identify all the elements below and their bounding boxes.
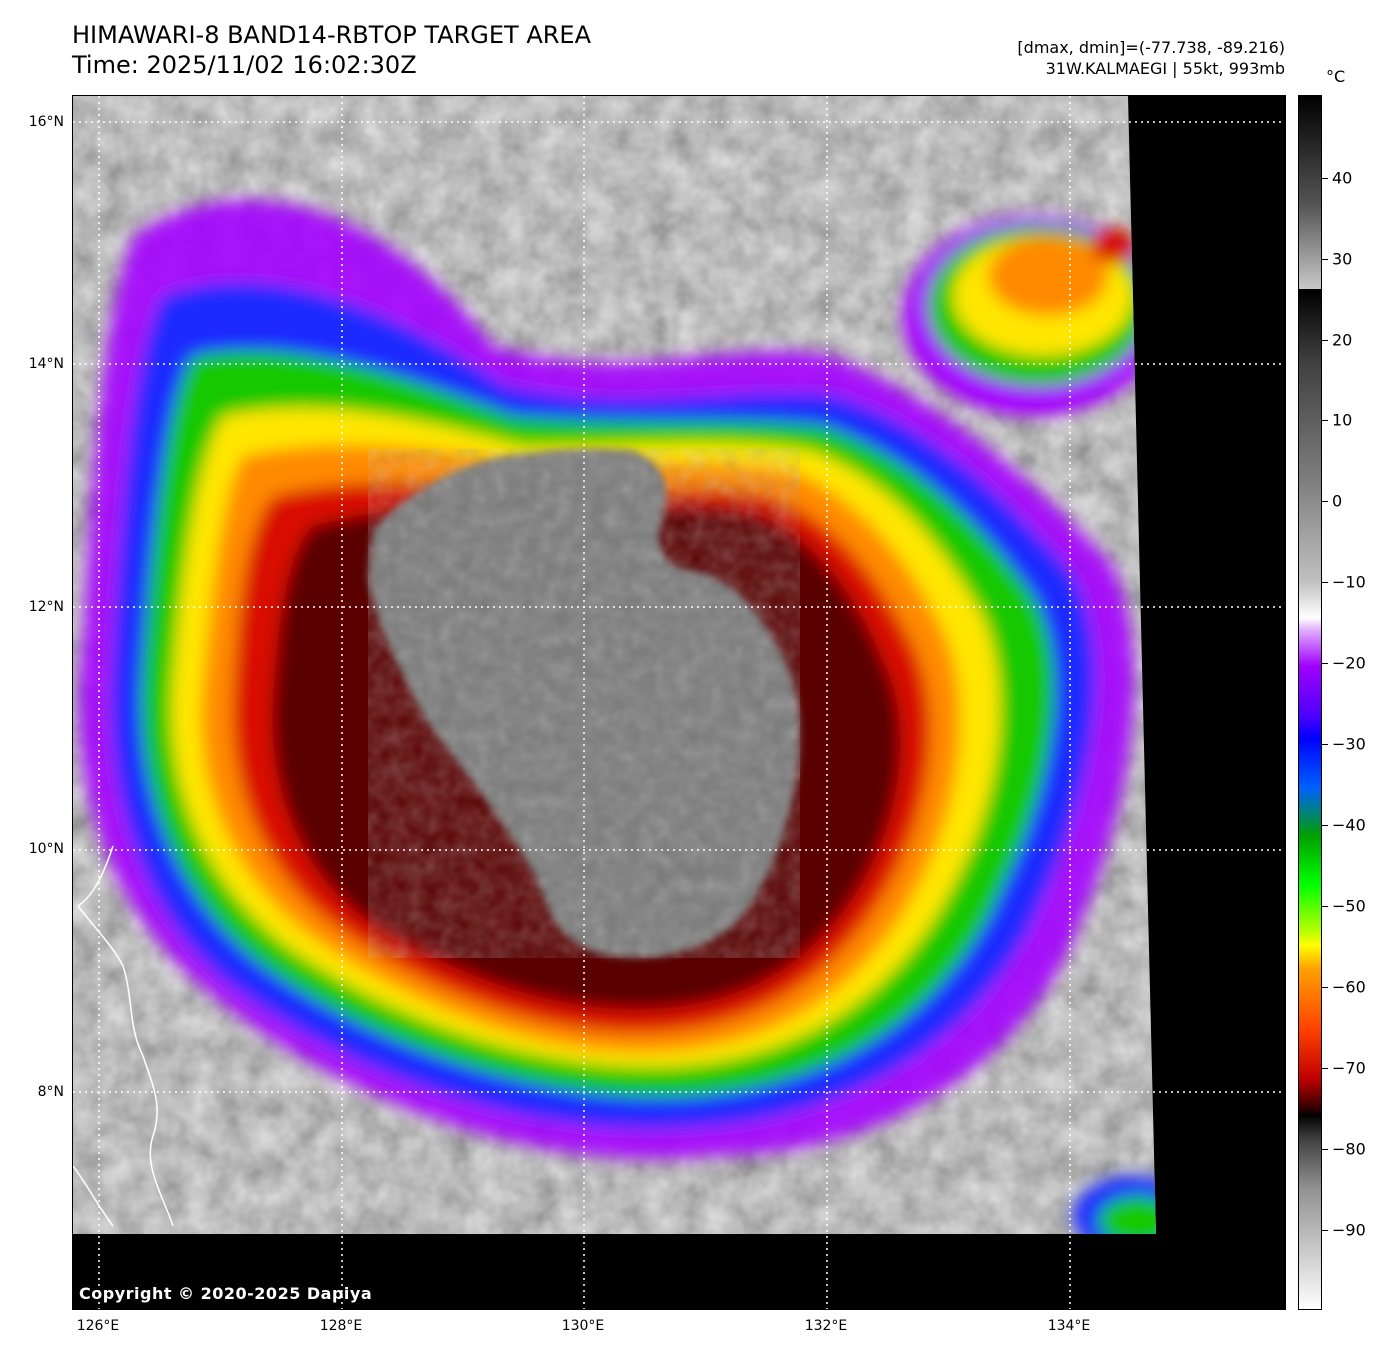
colorbar-tick	[1322, 987, 1328, 988]
colorbar-tick	[1322, 1068, 1328, 1069]
colorbar-tick	[1322, 259, 1328, 260]
imagery	[73, 96, 1156, 1234]
ne-cell	[903, 216, 1156, 416]
colorbar-label-30: 30	[1332, 249, 1353, 269]
colorbar-label-minus40: −40	[1332, 815, 1366, 835]
colorbar-label-minus70: −70	[1332, 1058, 1366, 1078]
copyright-text: Copyright © 2020-2025 Dapiya	[79, 1284, 373, 1303]
figure-title: HIMAWARI-8 BAND14-RBTOP TARGET AREA Time…	[72, 20, 591, 80]
colorbar-label-0: 0	[1332, 491, 1343, 511]
lat-label-10n: 10°N	[28, 841, 64, 857]
lat-label-8n: 8°N	[37, 1084, 64, 1100]
title-line-2: Time: 2025/11/02 16:02:30Z	[72, 51, 417, 79]
colorbar-tick	[1322, 420, 1328, 421]
colorbar-label-10: 10	[1332, 410, 1353, 430]
satellite-map: Copyright © 2020-2025 Dapiya	[72, 95, 1286, 1310]
colorbar-tick	[1322, 663, 1328, 664]
satellite-image	[73, 96, 1285, 1309]
colorbar-tick	[1322, 501, 1328, 502]
colorbar-tick	[1322, 1149, 1328, 1150]
colorbar-label-minus20: −20	[1332, 653, 1366, 673]
lat-label-16n: 16°N	[28, 114, 64, 130]
colorbar-label-20: 20	[1332, 330, 1353, 350]
lon-label-126e: 126°E	[76, 1318, 120, 1334]
lat-label-12n: 12°N	[28, 599, 64, 615]
lon-label-134e: 134°E	[1047, 1318, 1091, 1334]
colorbar-label-40: 40	[1332, 168, 1353, 188]
se-cell	[1073, 1176, 1156, 1234]
storm-text: 31W.KALMAEGI | 55kt, 993mb	[1045, 59, 1285, 78]
lon-label-128e: 128°E	[319, 1318, 363, 1334]
colorbar-tick	[1322, 825, 1328, 826]
coastline	[73, 845, 174, 1227]
lon-label-130e: 130°E	[561, 1318, 605, 1334]
colorbar-label-minus10: −10	[1332, 572, 1366, 592]
colorbar-tick	[1322, 178, 1328, 179]
colorbar-tick	[1322, 1230, 1328, 1231]
colorbar-label-minus30: −30	[1332, 734, 1366, 754]
colorbar-tick	[1322, 582, 1328, 583]
colorbar-tick	[1322, 906, 1328, 907]
temperature-colorbar	[1298, 95, 1322, 1310]
title-line-1: HIMAWARI-8 BAND14-RBTOP TARGET AREA	[72, 21, 592, 49]
colorbar-unit: °C	[1326, 67, 1346, 86]
colorbar-label-minus90: −90	[1332, 1220, 1366, 1240]
colorbar-label-minus50: −50	[1332, 896, 1366, 916]
lon-label-132e: 132°E	[804, 1318, 848, 1334]
colorbar-label-minus80: −80	[1332, 1139, 1366, 1159]
colorbar-label-minus60: −60	[1332, 977, 1366, 997]
gridlines	[73, 96, 1285, 1309]
colorbar-tick	[1322, 340, 1328, 341]
colorbar-tick	[1322, 744, 1328, 745]
range-text: [dmax, dmin]=(-77.738, -89.216)	[1017, 38, 1285, 57]
lat-label-14n: 14°N	[28, 356, 64, 372]
storm-info: [dmax, dmin]=(-77.738, -89.216) 31W.KALM…	[1017, 37, 1285, 79]
